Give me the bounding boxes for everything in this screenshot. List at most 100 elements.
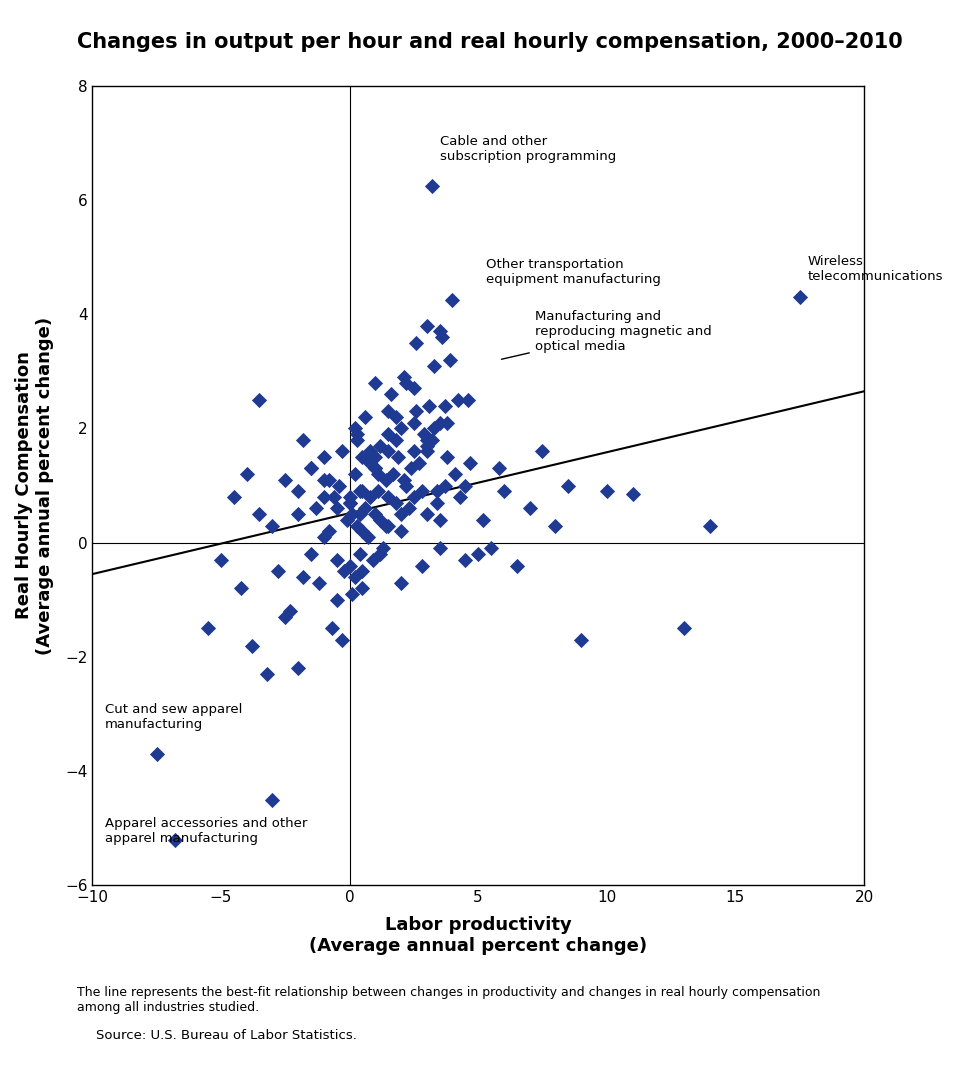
Point [303,545,319,563]
Text: The line represents the best-fit relationship between changes in productivity an: The line represents the best-fit relatio… [77,986,820,1014]
Point [213,551,228,568]
Point [388,409,403,426]
Point [414,483,429,500]
Text: Manufacturing and
reproducing magnetic and
optical media: Manufacturing and reproducing magnetic a… [501,309,711,359]
Point [357,409,372,426]
Point [388,494,403,511]
Point [599,483,614,500]
Point [360,448,375,466]
Point [398,374,414,391]
Point [277,608,293,625]
Point [354,483,370,500]
Point [419,431,434,448]
Point [401,500,417,517]
Point [372,437,388,454]
Point [419,317,434,334]
Point [252,391,267,409]
Point [419,443,434,460]
Point [432,511,447,528]
Point [357,500,372,517]
Point [398,476,414,494]
Point [316,471,331,488]
Point [329,551,345,568]
Point [470,545,486,563]
Point [371,466,386,483]
Point [458,476,473,494]
Point [380,517,396,535]
Point [432,322,447,340]
Point [265,517,280,535]
Point [394,523,409,540]
Point [201,620,216,637]
Point [437,397,452,414]
Point [378,471,394,488]
Point [475,511,491,528]
Point [391,448,406,466]
Point [432,414,447,431]
Point [432,540,447,557]
Point [342,494,357,511]
Text: Apparel accessories and other
apparel manufacturing: Apparel accessories and other apparel ma… [106,817,307,845]
Point [291,483,306,500]
Point [354,448,370,466]
Point [496,483,512,500]
Point [349,517,365,535]
Point [424,431,440,448]
Point [365,551,380,568]
Point [316,488,331,506]
Point [303,460,319,478]
Point [561,476,576,494]
Point [311,575,326,592]
Point [429,483,444,500]
Point [419,437,434,454]
Point [375,540,391,557]
Point [368,460,383,478]
Point [334,631,349,648]
Point [409,334,424,351]
Point [227,488,242,506]
Point [573,631,588,648]
Point [354,580,370,597]
Point [363,488,378,506]
Point [535,443,550,460]
Point [339,511,354,528]
Point [352,483,368,500]
Text: Changes in output per hour and real hourly compensation, 2000–2010: Changes in output per hour and real hour… [77,32,902,53]
X-axis label: Labor productivity
(Average annual percent change): Labor productivity (Average annual perce… [309,916,647,955]
Point [363,443,378,460]
Point [282,603,298,620]
Point [522,500,538,517]
Point [342,488,357,506]
Point [291,506,306,523]
Point [234,580,250,597]
Point [483,540,498,557]
Point [440,448,455,466]
Point [394,575,409,592]
Point [368,460,383,478]
Point [406,443,421,460]
Point [383,386,398,403]
Point [492,460,507,478]
Point [352,545,368,563]
Point [452,488,468,506]
Point [270,563,285,580]
Point [403,460,419,478]
Point [239,466,254,483]
Text: Other transportation
equipment manufacturing: Other transportation equipment manufactu… [486,258,660,286]
Point [435,329,450,346]
Point [509,557,524,575]
Point [296,568,311,585]
Point [702,517,717,535]
Point [406,488,421,506]
Point [380,403,396,420]
Point [440,414,455,431]
Point [363,454,378,471]
Point [396,471,411,488]
Point [326,488,342,506]
Point [378,517,394,535]
Point [252,506,267,523]
Point [417,426,432,443]
Point [386,466,401,483]
Point [394,506,409,523]
Point [676,620,691,637]
